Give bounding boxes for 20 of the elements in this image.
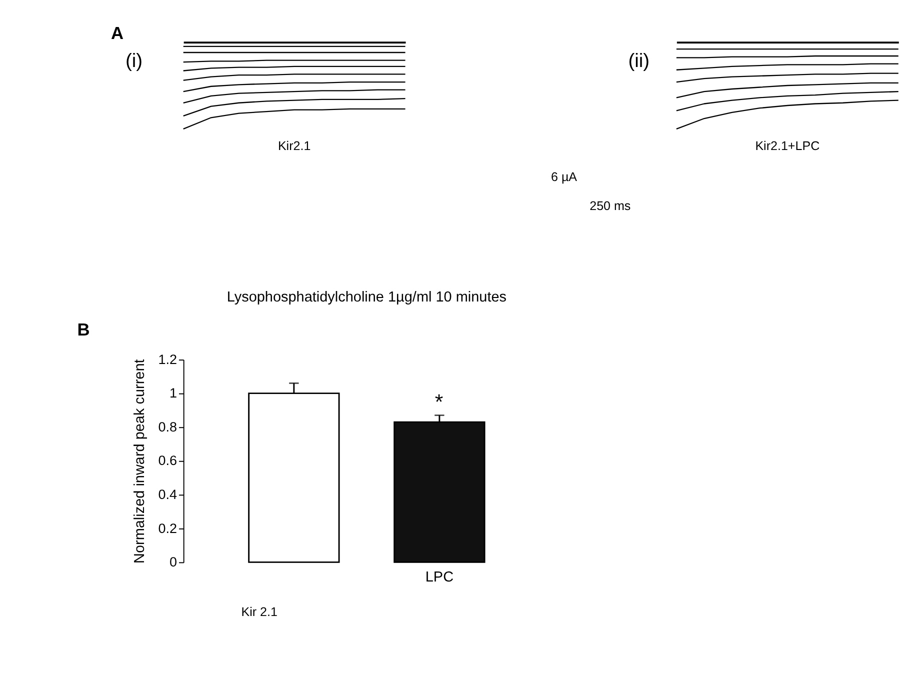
text: 250 ms — [590, 198, 631, 213]
y-axis-title: Normalized inward peak current — [132, 359, 148, 564]
text: Kir 2.1 — [241, 605, 278, 620]
text: (ii) — [628, 51, 650, 72]
y-tick-label: 0.6 — [158, 453, 178, 468]
y-tick-label: 0.4 — [158, 487, 178, 502]
y-tick-label: 0.8 — [158, 419, 178, 434]
y-tick-label: 1 — [170, 386, 178, 401]
text: B — [77, 319, 90, 340]
x-tick-label: LPC — [425, 570, 454, 586]
text: 6 µA — [550, 170, 578, 184]
text: A — [110, 23, 124, 44]
text: Kir2.1+LPC — [755, 139, 820, 154]
y-tick-label: 1.2 — [158, 352, 178, 367]
annotation: * — [434, 390, 444, 414]
text: (i) — [125, 51, 143, 72]
chart-title: Lysophosphatidylcholine 1µg/ml 10 minutes — [226, 290, 507, 306]
y-tick-label: 0.2 — [158, 520, 178, 536]
y-tick-label: 0 — [170, 554, 178, 570]
text: Kir2.1 — [278, 139, 311, 154]
